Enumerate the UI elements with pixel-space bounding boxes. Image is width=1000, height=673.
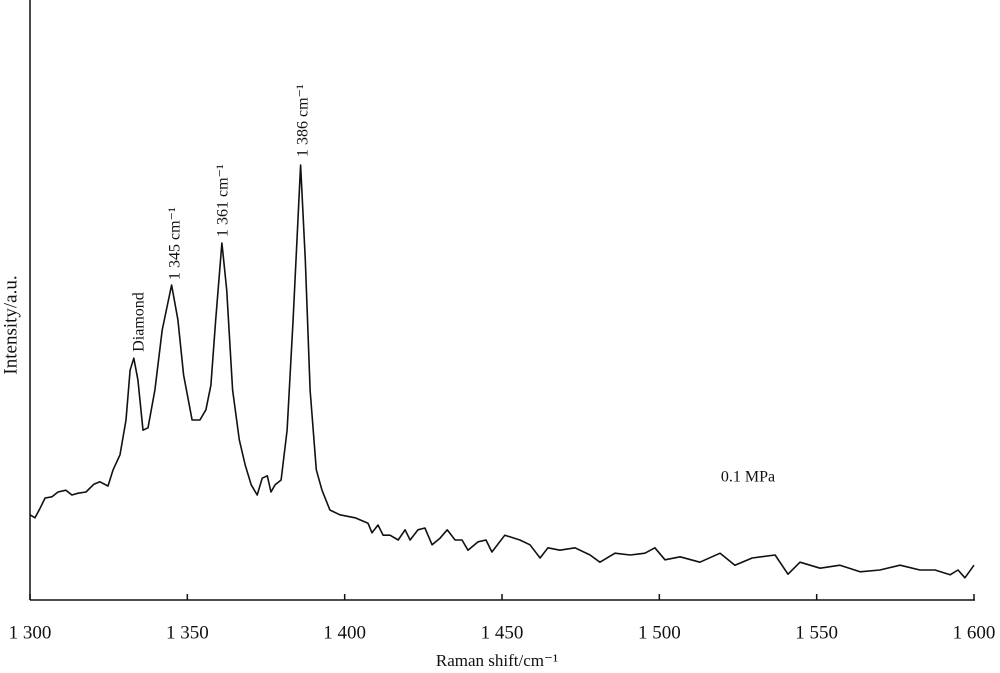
annotation: 1 386 cm⁻¹	[295, 84, 312, 157]
spectrum-line	[29, 164, 975, 579]
annotation: Diamond	[131, 292, 148, 352]
x-tick-label: 1 300	[9, 622, 52, 643]
x-tick-label: 1 450	[481, 622, 524, 643]
x-tick-label: 1 400	[323, 622, 366, 643]
x-tick-label: 1 550	[795, 622, 838, 643]
x-axis-label: Raman shift/cm⁻¹	[436, 651, 558, 670]
x-tick-label: 1 350	[166, 622, 209, 643]
x-tick-label: 1 600	[953, 622, 996, 643]
annotation: 1 361 cm⁻¹	[215, 164, 232, 237]
annotation: 0.1 MPa	[721, 469, 775, 486]
y-axis-label: Intensity/a.u.	[0, 275, 21, 374]
annotation: 1 345 cm⁻¹	[167, 207, 184, 280]
x-tick-label: 1 500	[638, 622, 681, 643]
